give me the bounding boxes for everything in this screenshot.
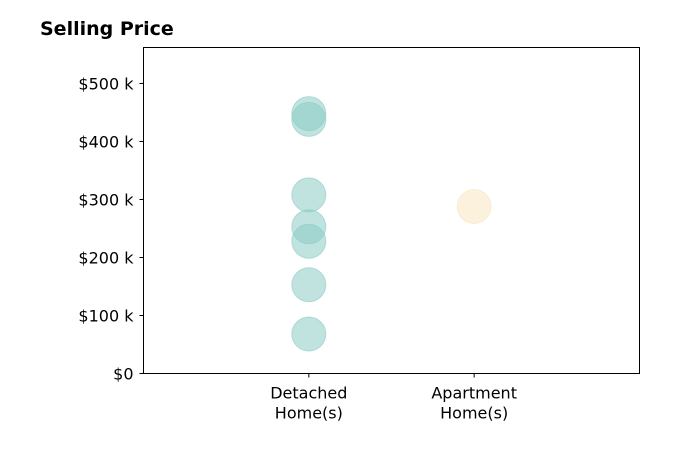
plot-area-frame	[143, 47, 640, 374]
x-tick-label: Detached	[270, 384, 347, 403]
data-points	[291, 96, 492, 352]
data-point	[291, 209, 327, 245]
x-tick-label: Apartment	[431, 384, 517, 403]
data-point	[291, 177, 327, 213]
data-point	[456, 188, 492, 224]
data-point	[291, 316, 327, 352]
x-tick-label: Home(s)	[275, 404, 343, 423]
y-tick-label: $0	[113, 365, 133, 384]
x-tick-label: Home(s)	[440, 404, 508, 423]
y-tick-label: $100 k	[78, 306, 134, 325]
data-point	[291, 96, 327, 132]
y-tick-label: $400 k	[78, 132, 134, 151]
y-axis: $0 $100 k $200 k $300 k $400 k $500 k	[78, 74, 144, 384]
chart-title: Selling Price	[40, 18, 174, 40]
y-tick-label: $200 k	[78, 248, 134, 267]
y-tick-label: $500 k	[78, 74, 134, 93]
y-tick-label: $300 k	[78, 190, 134, 209]
data-point	[291, 267, 327, 303]
